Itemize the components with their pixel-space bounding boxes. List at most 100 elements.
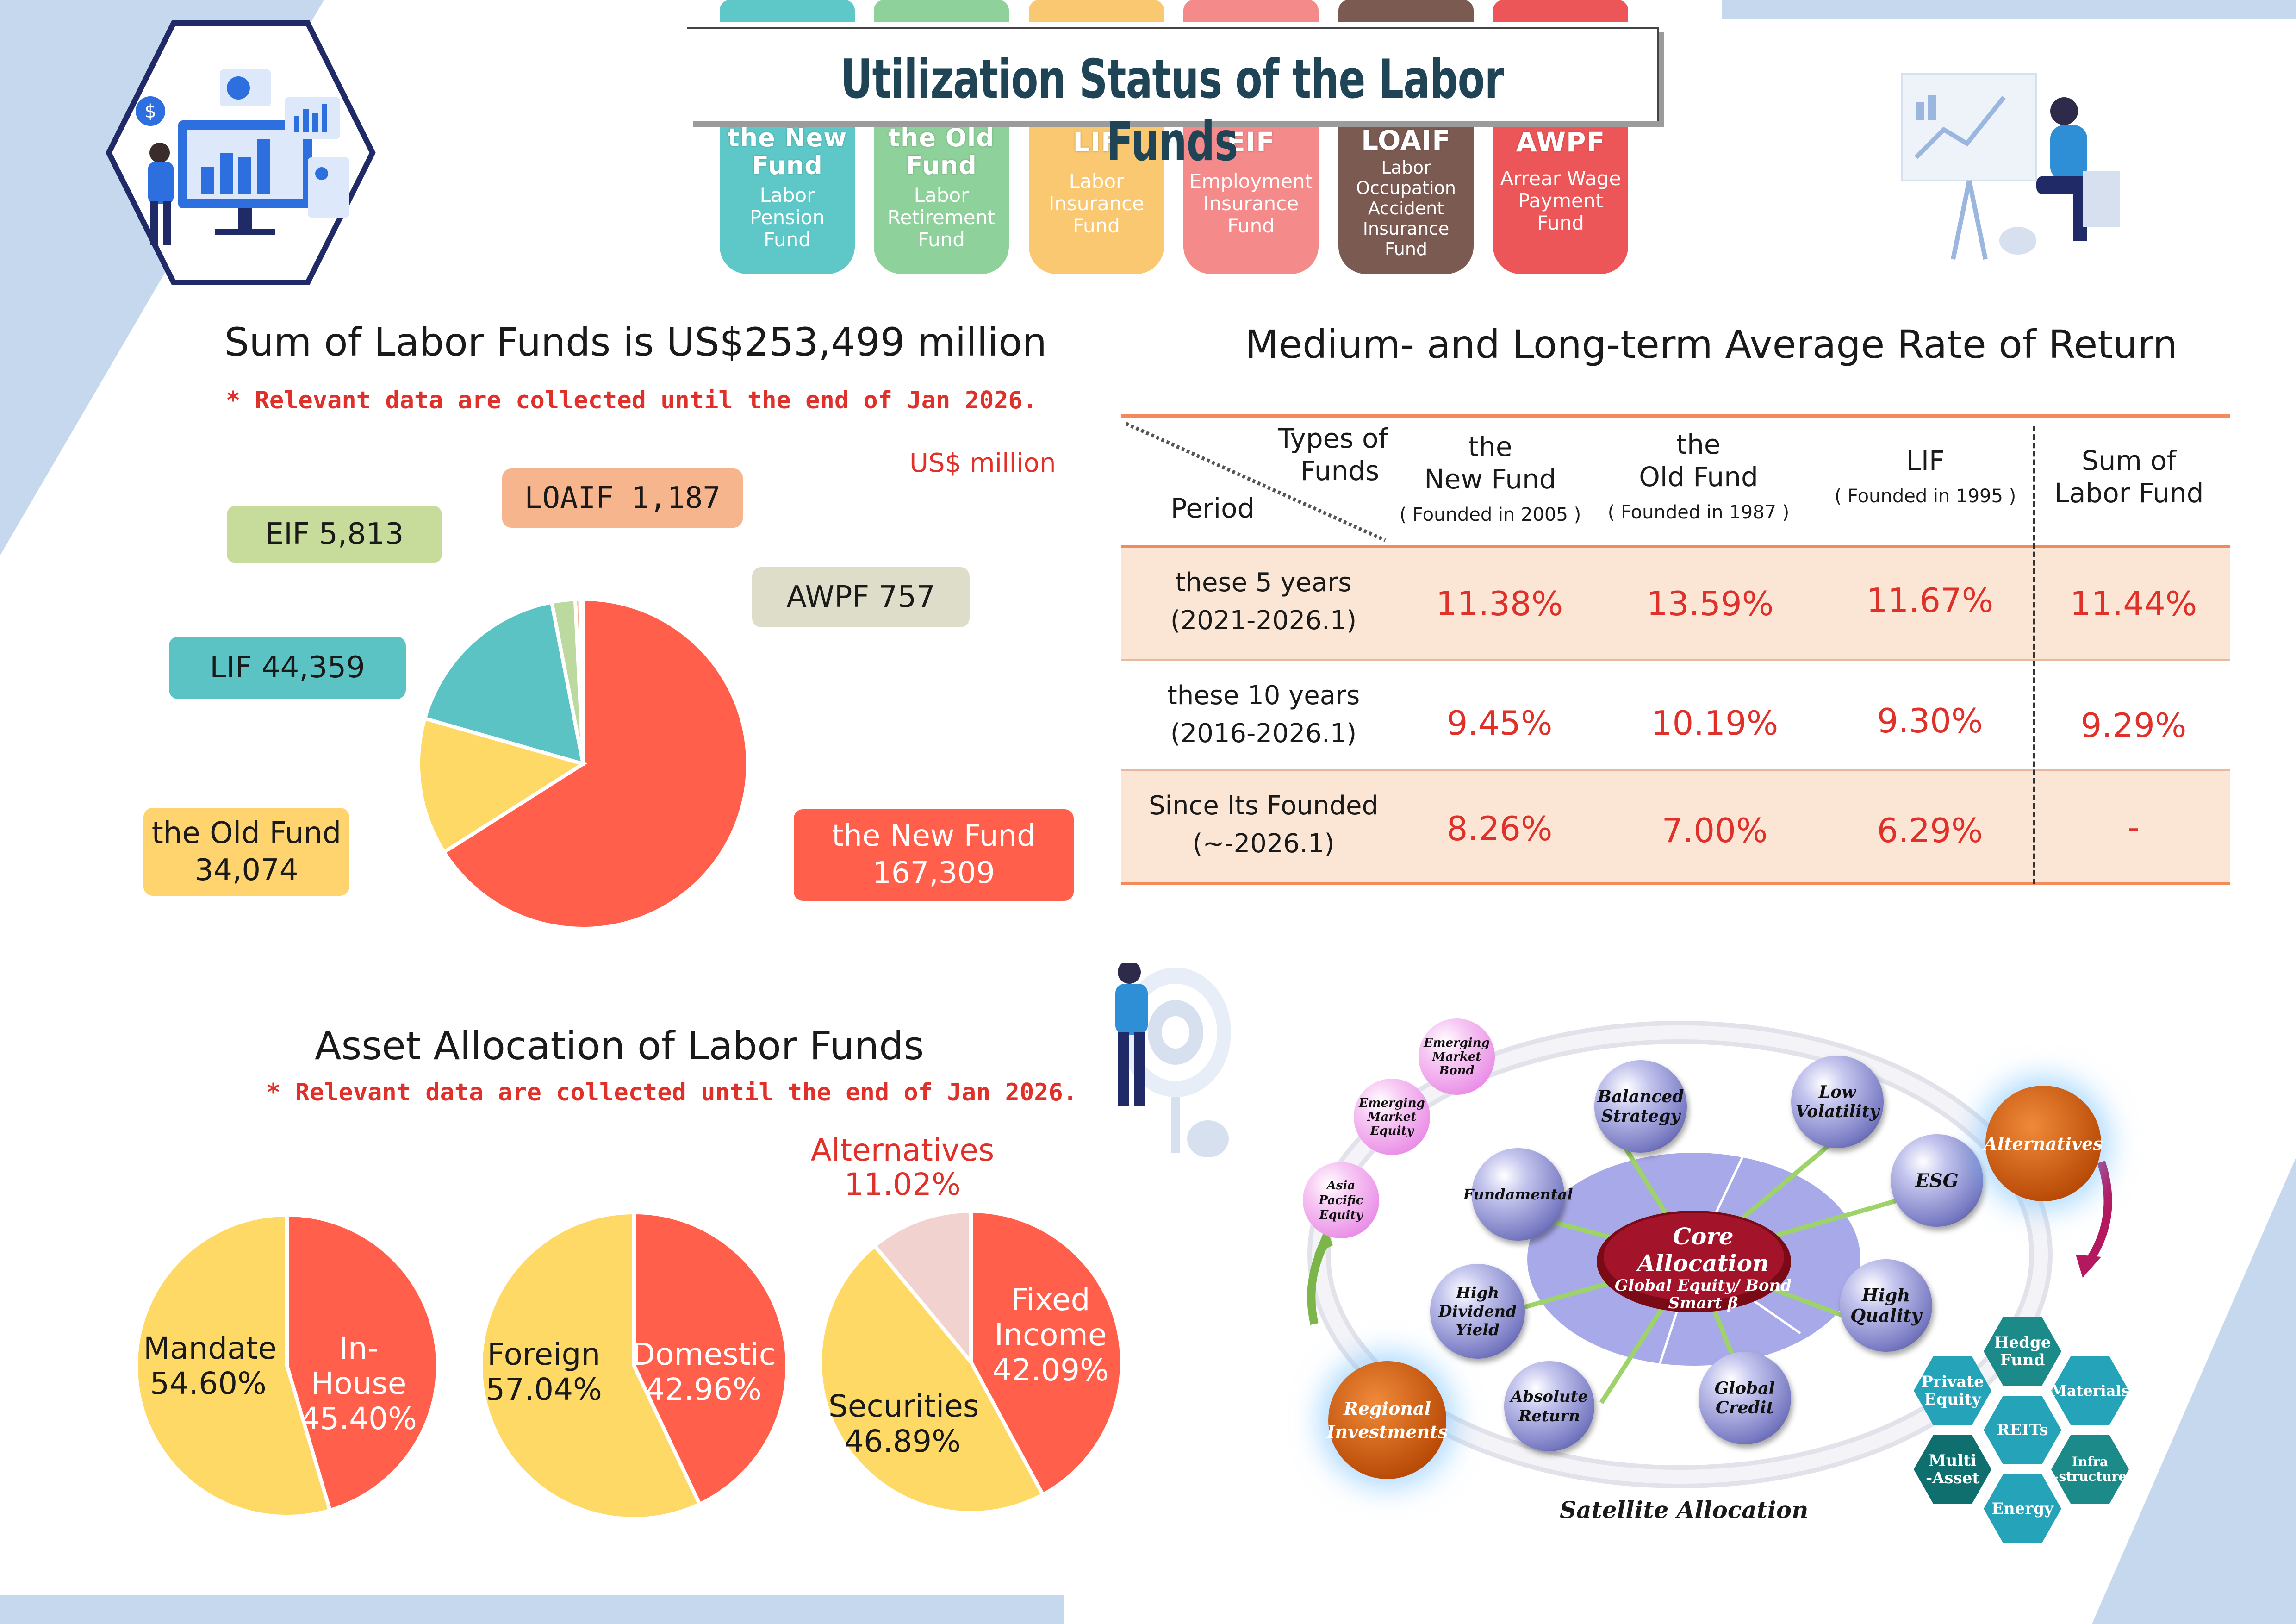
title-banner: Utilization Status of the Labor Funds: [687, 27, 1659, 173]
return-value: -: [2128, 808, 2140, 847]
table-rule: [1121, 659, 2230, 661]
alt-infrastructure: Infra -structure: [2051, 1435, 2129, 1504]
item-line: Strategy: [1601, 1106, 1680, 1126]
col-name: Labor Fund: [2054, 477, 2204, 509]
return-value: 7.00%: [1661, 811, 1768, 850]
col-name: the: [1468, 431, 1512, 462]
slice-value: 42.09%: [992, 1352, 1109, 1388]
core-item-high-quality: High Quality: [1840, 1259, 1932, 1352]
core-item-absolute-return: Absolute Return: [1504, 1361, 1594, 1451]
tab-full-name: Fund: [1227, 214, 1275, 237]
tab-full-name: Payment: [1518, 189, 1603, 212]
label-new-fund-value: 167,309: [872, 856, 995, 890]
item-line: REITs: [1997, 1421, 2048, 1439]
item-line: Low: [1818, 1082, 1856, 1102]
label-eif: EIF 5,813: [227, 506, 442, 563]
item-line: Equity: [1924, 1390, 1981, 1409]
pie3-alternatives-label: Alternatives 11.02%: [805, 1133, 1000, 1202]
tab-awpf: AWPF Arrear Wage Payment Fund: [1493, 119, 1628, 274]
tab-loaif: LOAIF Labor Occupation Accident Insurance Fu…: [1338, 119, 1474, 274]
core-item-esg: ESG: [1891, 1134, 1983, 1227]
tab-full-name: Fund: [1537, 212, 1584, 234]
period-line: these 10 years: [1167, 681, 1360, 711]
item-line: Regional: [1344, 1398, 1431, 1419]
col-founded: ( Founded in 2005 ): [1399, 504, 1581, 525]
item-line: High: [1456, 1283, 1500, 1302]
tab-top-new-fund: [720, 0, 855, 22]
slice-name: Foreign: [487, 1337, 601, 1372]
table-top-rule: [1121, 414, 2230, 418]
table-bottom-rule: [1121, 882, 2230, 885]
return-value: 13.59%: [1646, 584, 1774, 623]
slice-value: 57.04%: [485, 1372, 602, 1407]
slice-value: 46.89%: [844, 1424, 961, 1459]
item-line: Hedge: [1994, 1333, 2051, 1352]
pie-slice-fixed-income: [969, 1209, 1124, 1497]
allocation-title: Asset Allocation of Labor Funds: [315, 1023, 924, 1068]
col-name: the: [1676, 429, 1721, 460]
item-line: Fundamental: [1463, 1186, 1573, 1203]
tab-abbr: the New: [727, 123, 847, 152]
return-value: 6.29%: [1877, 811, 1983, 850]
return-value: 10.19%: [1651, 704, 1779, 743]
label-loaif: LOAIF 1,187: [502, 468, 743, 528]
item-line: Return: [1518, 1406, 1580, 1425]
tab-full-name: Insurance: [1048, 192, 1145, 215]
return-value: 9.29%: [2080, 706, 2187, 745]
row-period: these 10 years (2016-2026.1): [1134, 677, 1393, 753]
item-line: Investments: [1326, 1421, 1448, 1442]
tab-full-name: Pension: [749, 206, 825, 229]
tab-lif: LIF Labor Insurance Fund: [1029, 119, 1164, 274]
regional-investments-ball: Regional Investments: [1326, 1361, 1448, 1479]
tab-full-name: Fund: [764, 228, 811, 251]
period-line: (~-2026.1): [1192, 829, 1335, 859]
target-illustration: [1115, 963, 1231, 1157]
label-lif: LIF 44,359: [169, 637, 406, 699]
alt-reits: REITs: [1984, 1396, 2061, 1464]
core-item-high-dividend-yield: High Dividend Yield: [1430, 1264, 1525, 1359]
tab-full-name: Labor: [759, 184, 815, 206]
table-dashed-divider: [2033, 426, 2035, 884]
item-line: Dividend: [1438, 1302, 1517, 1321]
row-period: Since Its Founded (~-2026.1): [1134, 787, 1393, 863]
corner-header-funds: Types of Funds: [1263, 422, 1402, 487]
tab-old-fund: the Old Fund Labor Retirement Fund: [874, 119, 1009, 274]
slice-value: 11.02%: [844, 1167, 961, 1202]
item-line: ESG: [1915, 1169, 1959, 1192]
col-header-sum: Sum of Labor Fund: [2036, 444, 2221, 509]
label-new-fund: the New Fund 167,309: [794, 809, 1074, 901]
period-line: (2016-2026.1): [1170, 718, 1357, 749]
tab-abbr: Fund: [906, 151, 977, 180]
pie-slice-securities: [818, 1243, 1045, 1515]
pie2-foreign-label: Foreign 57.04%: [481, 1337, 606, 1407]
label-new-fund-name: the New Fund: [832, 819, 1036, 853]
item-line: Fund: [2000, 1351, 2045, 1369]
alt-materials: Materials: [2051, 1356, 2129, 1425]
item-line: Asia Pacific: [1319, 1178, 1363, 1207]
return-value: 11.67%: [1866, 581, 1994, 620]
tab-eif: EIF Employment Insurance Fund: [1183, 119, 1319, 274]
pie-slice-the-old-fund: [417, 716, 588, 855]
return-value: 9.30%: [1877, 701, 1983, 740]
item-line: Market Bond: [1432, 1049, 1481, 1078]
item-line: Emerging: [1424, 1036, 1490, 1050]
allocation-pie-domestic: [479, 1211, 789, 1521]
item-line: Private: [1921, 1373, 1984, 1391]
slice-name: Securities: [828, 1388, 979, 1424]
core-item-balanced-strategy: Balanced Strategy: [1594, 1060, 1687, 1153]
tab-full-name: Labor: [1381, 157, 1431, 178]
alt-private-equity: Private Equity: [1914, 1356, 1991, 1425]
tab-abbr: LOAIF: [1361, 125, 1451, 156]
regional-asia-pacific-equity: Asia Pacific Equity: [1303, 1162, 1379, 1238]
item-line: Emerging: [1359, 1096, 1425, 1110]
corner-header-period: Period: [1170, 493, 1255, 524]
presenter-illustration: [1901, 73, 2120, 260]
pie-slice-mandate: [134, 1213, 332, 1518]
tab-top-old-fund: [874, 0, 1009, 22]
label-awpf: AWPF 757: [752, 567, 970, 627]
tab-abbr: EIF: [1227, 126, 1275, 158]
slice-value: 54.60%: [150, 1366, 267, 1401]
pie1-inhouse-label: In-House 45.40%: [292, 1331, 426, 1437]
pie-slice-in-house: [285, 1213, 440, 1513]
core-item-global-credit: Global Credit: [1699, 1352, 1791, 1444]
